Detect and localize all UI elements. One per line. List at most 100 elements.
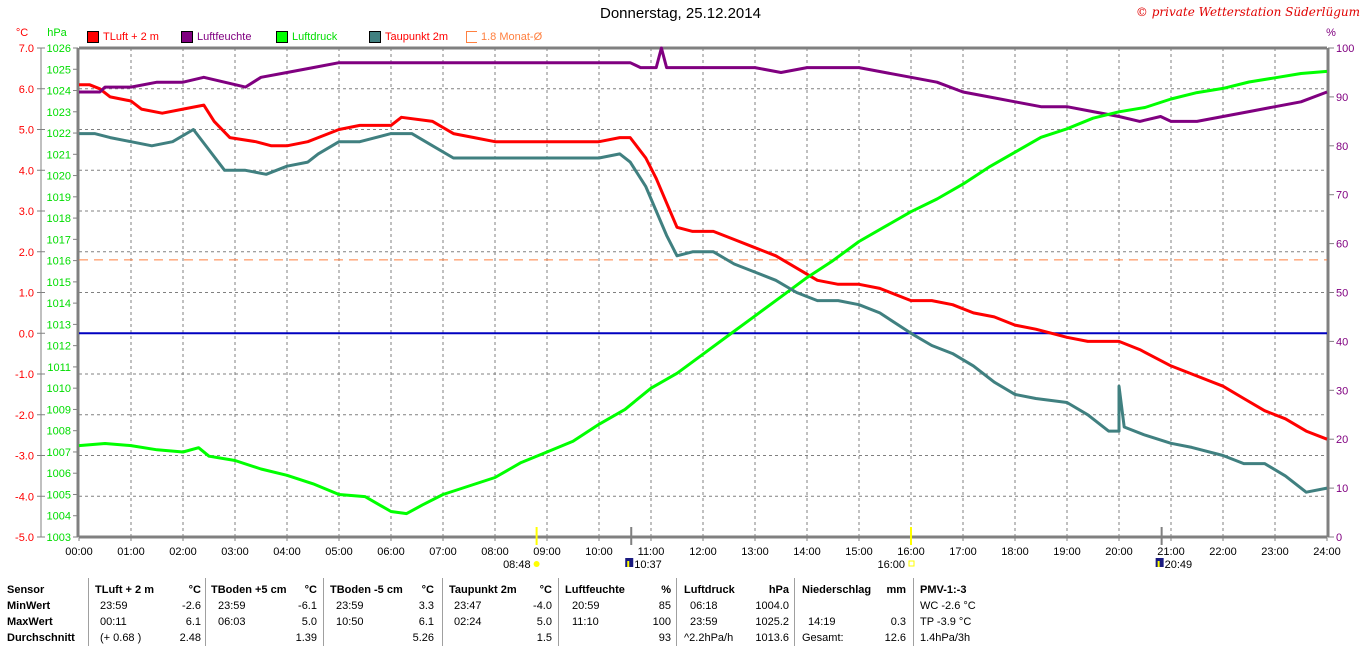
humidity-tick-label: 20 <box>1336 434 1348 446</box>
x-tick-label: 06:00 <box>377 546 405 558</box>
series-line-luftfeuchte <box>79 46 1328 123</box>
stats-col-feuchte: Luftfeuchte % 20:59 85 11:10 100 93 <box>565 578 671 649</box>
temp-tick-label: 1.0 <box>19 288 34 300</box>
page-title: Donnerstag, 25.12.2014 <box>600 5 761 22</box>
legend-item-luftdruck: Luftdruck <box>276 30 337 44</box>
temp-tick-label: 7.0 <box>19 43 34 55</box>
stats-min: -6.1 <box>298 600 317 612</box>
stats-avg: 2.48 <box>179 632 201 644</box>
pressure-tick-label: 1018 <box>47 213 71 225</box>
series-line-tluft-2-m <box>79 83 1328 441</box>
stats-wc: WC -2.6 °C <box>920 600 976 612</box>
pressure-tick-label: 1014 <box>47 298 71 310</box>
legend-swatch-monthavg <box>466 31 477 43</box>
stats-header: TBoden +5 cm <box>211 584 287 596</box>
x-tick-label: 05:00 <box>325 546 353 558</box>
pressure-tick-label: 1010 <box>47 383 71 395</box>
stats-col-druck: Luftdruck hPa 06:18 1004.0 23:59 1025.2 … <box>684 578 789 649</box>
pressure-tick-label: 1025 <box>47 64 71 76</box>
pressure-tick-label: 1017 <box>47 234 71 246</box>
stats-separator <box>913 578 914 646</box>
humidity-axis-unit: % <box>1326 27 1336 39</box>
x-tick-label: 16:00 <box>897 546 925 558</box>
stats-col-pmv: PMV-1:-3 WC -2.6 °C TP -3.9 °C 1.4hPa/3h <box>920 578 1020 649</box>
stats-header: Luftdruck <box>684 584 735 596</box>
temp-tick-label: 3.0 <box>19 206 34 218</box>
sunset-icon <box>908 560 915 567</box>
pressure-tick-label: 1007 <box>47 447 71 459</box>
x-tick-label: 17:00 <box>949 546 977 558</box>
stats-min-time: 23:59 <box>218 600 246 612</box>
stats-avg: 5.26 <box>412 632 434 644</box>
stats-row-label-sensor: Sensor <box>7 584 45 596</box>
legend-label-taupunkt: Taupunkt 2m <box>385 31 448 43</box>
stats-min-time: 23:47 <box>454 600 482 612</box>
series-line-taupunkt-2m <box>79 128 1328 494</box>
humidity-tick-label: 10 <box>1336 483 1348 495</box>
moon-arrow-icon <box>627 561 630 567</box>
pressure-tick-label: 1012 <box>47 341 71 353</box>
stats-tp: TP -3.9 °C <box>920 616 972 628</box>
axes: °C hPa % 7.0 6.0 5.0 4.0 3.0 2.0 1.0 0.0 -1.0 -2.… <box>15 27 1354 558</box>
moon-arrow-icon <box>1157 561 1160 567</box>
stats-max: 1025.2 <box>755 616 789 628</box>
stats-separator <box>794 578 795 646</box>
legend-item-tluft: TLuft + 2 m <box>87 30 159 44</box>
x-tick-label: 13:00 <box>741 546 769 558</box>
stats-unit: % <box>661 584 671 596</box>
stats-avg-note: (+ 0.68 ) <box>100 632 142 644</box>
pressure-tick-label: 1011 <box>47 362 71 374</box>
legend-label-tluft: TLuft + 2 m <box>103 31 159 43</box>
humidity-tick-label: 70 <box>1336 190 1348 202</box>
stats-col-tluft: TLuft + 2 m °C 23:59 -2.6 00:11 6.1 (+ 0… <box>95 578 201 649</box>
stats-header: Luftfeuchte <box>565 584 625 596</box>
stats-unit: °C <box>188 584 201 596</box>
temp-tick-label: -4.0 <box>15 491 34 503</box>
stats-header: PMV-1:-3 <box>920 584 967 596</box>
temp-tick-label: 0.0 <box>19 328 34 340</box>
x-tick-label: 15:00 <box>845 546 873 558</box>
pressure-tick-label: 1003 <box>47 532 71 544</box>
sun-icon <box>533 561 540 567</box>
pressure-tick-label: 1024 <box>47 86 71 98</box>
stats-max: 6.1 <box>185 616 201 628</box>
stats-max-time: 14:19 <box>808 616 836 628</box>
stats-min: -4.0 <box>533 600 552 612</box>
humidity-tick-label: 90 <box>1336 92 1348 104</box>
x-tick-label: 19:00 <box>1053 546 1081 558</box>
reference-lines <box>79 259 1327 335</box>
stats-row-label-avg: Durchschnitt <box>7 632 75 644</box>
stats-unit: mm <box>886 584 906 596</box>
stats-col-nieder: Niederschlag mm 14:19 0.3 Gesamt: 12.6 <box>802 578 906 649</box>
stats-header: TLuft + 2 m <box>95 584 154 596</box>
pressure-tick-label: 1015 <box>47 277 71 289</box>
x-tick-label: 10:00 <box>585 546 613 558</box>
pressure-tick-label: 1013 <box>47 319 71 331</box>
stats-unit: hPa <box>768 584 789 596</box>
stats-header: TBoden -5 cm <box>330 584 403 596</box>
x-tick-label: 08:00 <box>481 546 509 558</box>
series-group <box>78 46 1328 516</box>
pressure-tick-label: 1016 <box>47 256 71 268</box>
stats-separator <box>205 578 206 646</box>
stats-min: 1004.0 <box>755 600 789 612</box>
legend-label-luftfeuchte: Luftfeuchte <box>197 31 252 43</box>
stats-max-time: 02:24 <box>454 616 482 628</box>
x-tick-label: 03:00 <box>221 546 249 558</box>
pressure-tick-label: 1008 <box>47 426 71 438</box>
temp-tick-label: 2.0 <box>19 247 34 259</box>
x-tick-label: 02:00 <box>169 546 197 558</box>
stats-row-label-max: MaxWert <box>7 616 53 628</box>
stats-col-tboden5: TBoden +5 cm °C 23:59 -6.1 06:03 5.0 1.3… <box>211 578 317 649</box>
sunrise-time-label: 08:48 <box>503 559 531 571</box>
pressure-tick-label: 1019 <box>47 192 71 204</box>
weather-chart: °C hPa % 7.0 6.0 5.0 4.0 3.0 2.0 1.0 0.0 -1.0 -2.… <box>15 27 1354 571</box>
legend-swatch-tluft <box>87 31 99 43</box>
stats-max: 100 <box>652 616 671 628</box>
pressure-tick-label: 1022 <box>47 128 71 140</box>
stats-col-taupunkt: Taupunkt 2m °C 23:47 -4.0 02:24 5.0 1.5 <box>449 578 552 649</box>
x-tick-label: 01:00 <box>117 546 145 558</box>
temp-tick-label: -1.0 <box>15 369 34 381</box>
pressure-tick-label: 1026 <box>47 43 71 55</box>
pressure-tick-label: 1006 <box>47 468 71 480</box>
